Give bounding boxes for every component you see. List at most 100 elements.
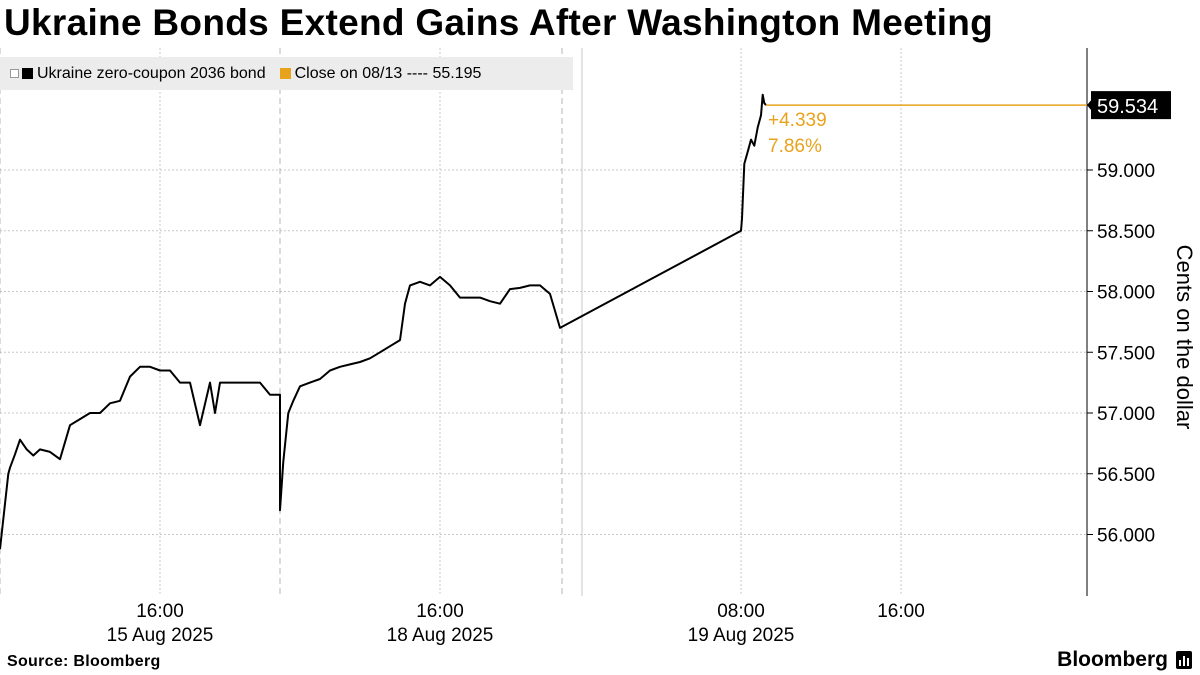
series-layer xyxy=(0,93,767,550)
data-point xyxy=(741,218,743,220)
legend-series-label: Ukraine zero-coupon 2036 bond xyxy=(37,64,266,82)
y-tick-label: 57.000 xyxy=(1097,404,1155,425)
data-point xyxy=(339,366,341,368)
change-pct-label: 7.86% xyxy=(768,136,822,157)
x-grid-lines xyxy=(0,48,902,596)
data-point xyxy=(214,412,216,414)
data-point xyxy=(379,351,381,353)
data-point xyxy=(404,303,406,305)
data-point xyxy=(224,382,226,384)
data-point xyxy=(743,163,745,165)
data-point xyxy=(149,366,151,368)
data-point xyxy=(449,284,451,286)
last-value-box xyxy=(1091,91,1171,120)
data-point xyxy=(199,424,201,426)
data-point xyxy=(419,281,421,283)
x-tick-label: 16:00 xyxy=(136,601,184,622)
brand-logo: Bloomberg xyxy=(1057,648,1168,671)
data-point xyxy=(239,382,241,384)
data-point xyxy=(429,284,431,286)
data-point xyxy=(109,402,111,404)
data-point xyxy=(159,370,161,372)
data-point xyxy=(319,378,321,380)
data-point xyxy=(459,297,461,299)
data-point xyxy=(762,94,764,96)
data-point xyxy=(529,284,531,286)
legend: Ukraine zero-coupon 2036 bond Close on 0… xyxy=(0,57,573,90)
y-tick-label: 56.500 xyxy=(1097,465,1155,486)
data-point xyxy=(259,382,261,384)
data-point xyxy=(139,366,141,368)
x-date-label: 18 Aug 2025 xyxy=(387,625,494,646)
x-tick-label: 16:00 xyxy=(877,601,925,622)
data-point xyxy=(26,448,28,450)
data-point xyxy=(129,376,131,378)
y-tick-label: 58.500 xyxy=(1097,222,1155,243)
legend-close-label: Close on 08/13 ---- 55.195 xyxy=(294,64,482,82)
data-point xyxy=(499,303,501,305)
data-point xyxy=(49,451,51,453)
data-point xyxy=(7,473,9,475)
data-point xyxy=(69,424,71,426)
series-line xyxy=(0,93,767,550)
data-point xyxy=(89,412,91,414)
data-point xyxy=(189,382,191,384)
source-note: Source: Bloomberg xyxy=(7,653,161,670)
data-point xyxy=(79,418,81,420)
data-point xyxy=(760,114,762,116)
data-point xyxy=(747,151,749,153)
data-point xyxy=(59,458,61,460)
y-axis-label: Cents on the dollar xyxy=(1172,245,1197,430)
y-tick-label: 59.000 xyxy=(1097,161,1155,182)
x-date-label: 15 Aug 2025 xyxy=(107,625,214,646)
data-point xyxy=(549,293,551,295)
annotations: 59.534 +4.339 7.86% xyxy=(766,91,1171,157)
grid-lines xyxy=(0,169,1087,535)
data-point xyxy=(19,439,21,441)
data-point xyxy=(14,453,16,455)
change-abs-label: +4.339 xyxy=(768,110,827,131)
data-point xyxy=(229,382,231,384)
last-value-label: 59.534 xyxy=(1097,96,1158,118)
data-point xyxy=(279,509,281,511)
bloomberg-bars-icon xyxy=(1176,651,1192,669)
x-tick-label: 16:00 xyxy=(416,601,464,622)
data-point xyxy=(399,339,401,341)
x-axis: 16:00 15 Aug 2025 16:00 18 Aug 2025 08:00 19 … xyxy=(107,601,925,646)
data-point xyxy=(9,467,11,469)
data-point xyxy=(169,370,171,372)
y-tick-label: 57.500 xyxy=(1097,343,1155,364)
data-point xyxy=(32,455,34,457)
data-point xyxy=(763,102,765,104)
data-point xyxy=(439,276,441,278)
data-point xyxy=(489,300,491,302)
data-point xyxy=(287,412,289,414)
data-point xyxy=(99,412,101,414)
data-point xyxy=(409,284,411,286)
data-point xyxy=(369,357,371,359)
data-point xyxy=(219,382,221,384)
data-point xyxy=(469,297,471,299)
x-tick-label: 08:00 xyxy=(717,601,765,622)
data-point xyxy=(757,127,759,129)
legend-swatch-series xyxy=(22,68,33,79)
data-point xyxy=(282,461,284,463)
legend-pin-icon[interactable] xyxy=(10,69,19,78)
y-tick-label: 56.000 xyxy=(1097,526,1155,547)
data-point xyxy=(509,288,511,290)
legend-swatch-close xyxy=(279,68,291,79)
data-point xyxy=(309,382,311,384)
data-point xyxy=(119,400,121,402)
data-point xyxy=(269,394,271,396)
data-point xyxy=(209,382,211,384)
data-point xyxy=(539,284,541,286)
data-point xyxy=(349,363,351,365)
data-point xyxy=(279,394,281,396)
data-point xyxy=(179,382,181,384)
data-point xyxy=(753,145,755,147)
data-point xyxy=(519,287,521,289)
data-point xyxy=(740,230,742,232)
data-point xyxy=(559,327,561,329)
data-point xyxy=(39,448,41,450)
